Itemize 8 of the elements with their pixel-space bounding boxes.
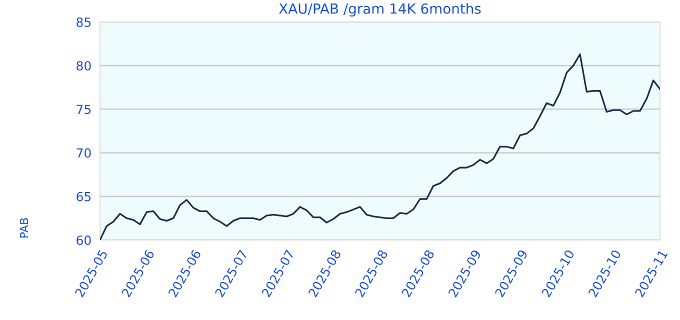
y-tick-label: 75 <box>76 104 91 114</box>
y-tick-label: 70 <box>76 148 91 158</box>
y-axis-title: PAB <box>20 218 28 238</box>
y-tick-label: 60 <box>76 235 91 245</box>
y-tick-label: 85 <box>76 17 91 27</box>
chart-title: XAU/PAB /gram 14K 6months <box>279 3 481 17</box>
y-tick-label: 80 <box>76 61 91 71</box>
y-tick-label: 65 <box>76 192 91 202</box>
